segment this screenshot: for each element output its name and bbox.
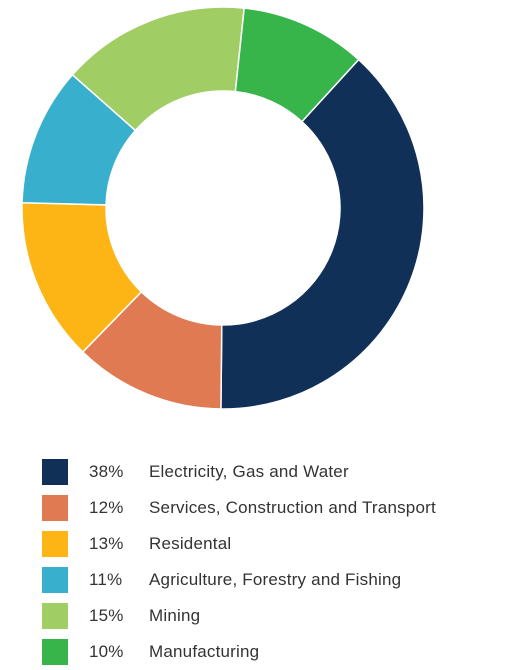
legend-label: Services, Construction and Transport xyxy=(149,498,436,517)
legend-swatch xyxy=(42,603,68,629)
legend-percent: 13% xyxy=(89,534,124,553)
legend-percent: 38% xyxy=(89,462,124,481)
legend-swatch xyxy=(42,459,68,485)
donut-slice xyxy=(234,7,360,123)
legend-swatch xyxy=(42,639,68,665)
legend-label: Electricity, Gas and Water xyxy=(149,462,349,481)
legend-item: 11% Agriculture, Forestry and Fishing xyxy=(42,567,512,603)
legend-item: 38% Electricity, Gas and Water xyxy=(42,459,512,495)
legend-swatch xyxy=(42,567,68,593)
donut-slice xyxy=(220,58,425,410)
legend-item: 10% Manufacturing xyxy=(42,639,512,670)
legend-percent: 11% xyxy=(89,570,123,589)
legend-label: Residental xyxy=(149,534,232,553)
legend-item: 15% Mining xyxy=(42,603,512,639)
legend-label: Mining xyxy=(149,606,201,625)
legend-percent: 10% xyxy=(89,642,124,661)
legend-label: Agriculture, Forestry and Fishing xyxy=(149,570,402,589)
legend-swatch xyxy=(42,495,68,521)
legend-item: 12% Services, Construction and Transport xyxy=(42,495,512,531)
legend-item: 13% Residental xyxy=(42,531,512,567)
legend-percent: 12% xyxy=(89,498,124,517)
chart-legend: 38% Electricity, Gas and Water 12% Servi… xyxy=(42,459,512,670)
legend-swatch xyxy=(42,531,68,557)
legend-label: Manufacturing xyxy=(149,642,260,661)
legend-percent: 15% xyxy=(89,606,124,625)
donut-chart xyxy=(21,6,425,410)
